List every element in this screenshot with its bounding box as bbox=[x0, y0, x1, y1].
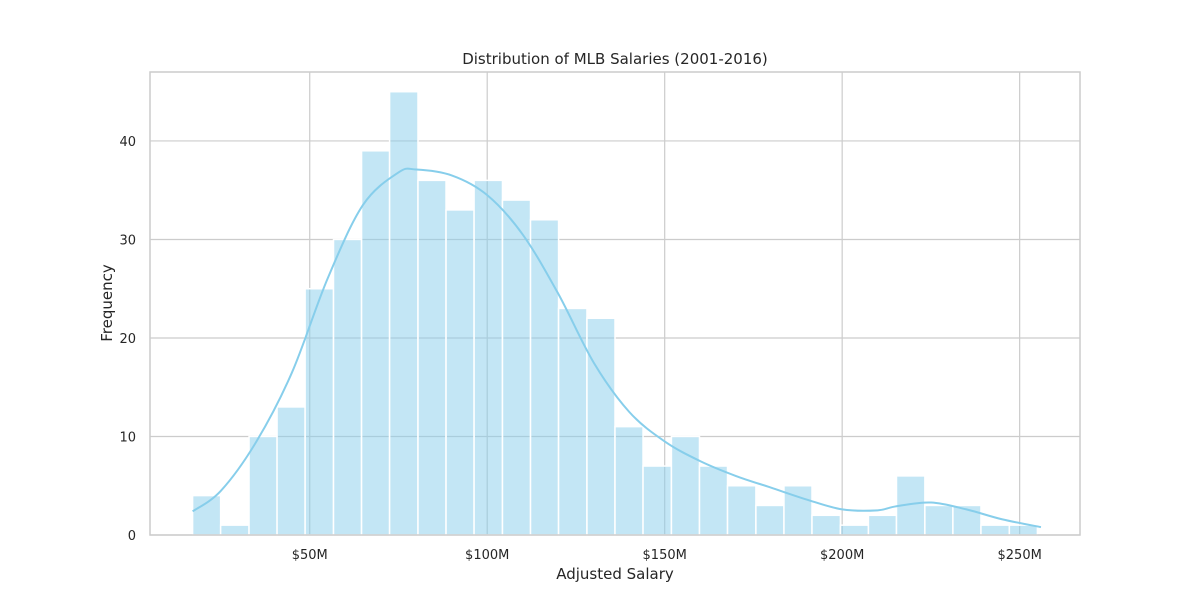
y-tick-label: 20 bbox=[119, 332, 136, 347]
axes-border bbox=[149, 71, 1081, 536]
histogram-bar bbox=[924, 504, 954, 536]
histogram-bar bbox=[980, 524, 1011, 536]
histogram-bar bbox=[755, 504, 785, 536]
histogram-bar bbox=[248, 435, 278, 536]
histogram-bar bbox=[839, 524, 870, 536]
histogram-bar bbox=[332, 238, 363, 536]
x-tick-label: $250M bbox=[998, 548, 1042, 563]
histogram-bar bbox=[191, 494, 222, 536]
histogram-bar bbox=[417, 179, 447, 536]
histogram-bar bbox=[276, 406, 306, 536]
x-tick-labels: $50M $100M $150M $200M $250M bbox=[292, 548, 1042, 563]
histogram-bar bbox=[304, 287, 335, 536]
kde-curve-group bbox=[192, 167, 1042, 529]
x-tick-label: $100M bbox=[465, 548, 509, 563]
y-tick-label: 40 bbox=[119, 135, 136, 150]
histogram-bar bbox=[586, 317, 616, 536]
histogram-bar bbox=[698, 465, 729, 536]
histogram-bar bbox=[867, 514, 898, 536]
y-tick-label: 10 bbox=[119, 430, 136, 445]
histogram-bar bbox=[501, 199, 532, 536]
histogram-bar bbox=[726, 484, 757, 536]
histogram-bar bbox=[670, 435, 701, 536]
y-tick-labels: 0 10 20 30 40 bbox=[119, 135, 136, 544]
axes-frame bbox=[149, 71, 1081, 536]
y-tick-label: 0 bbox=[128, 529, 136, 544]
histogram-bar bbox=[388, 90, 419, 536]
histogram-bar bbox=[473, 179, 504, 536]
histogram-bar bbox=[360, 150, 391, 536]
x-tick-label: $200M bbox=[820, 548, 864, 563]
y-tick-label: 30 bbox=[119, 233, 136, 248]
x-tick-label: $150M bbox=[643, 548, 687, 563]
histogram-bar bbox=[614, 425, 644, 536]
histogram-bar bbox=[219, 524, 250, 536]
x-tick-label: $50M bbox=[292, 548, 328, 563]
x-axis-label: Adjusted Salary bbox=[556, 565, 674, 583]
histogram-bar bbox=[642, 465, 673, 536]
histogram-bar bbox=[529, 219, 560, 536]
histogram-bar bbox=[811, 514, 842, 536]
histogram-bar bbox=[445, 209, 475, 536]
y-axis-label: Frequency bbox=[98, 264, 116, 342]
kde-line bbox=[192, 167, 1042, 529]
chart-title: Distribution of MLB Salaries (2001-2016) bbox=[462, 50, 768, 68]
